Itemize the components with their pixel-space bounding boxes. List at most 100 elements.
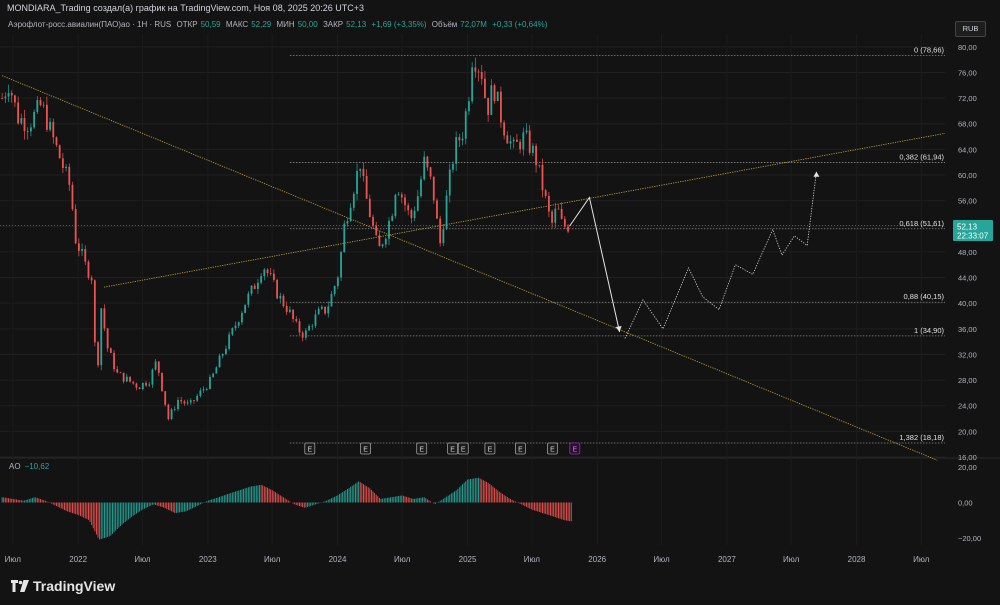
candle-body (445, 195, 448, 230)
earnings-marker-label: E (550, 447, 555, 454)
candle-body (81, 249, 83, 251)
candle-body (132, 381, 135, 384)
candle-body (314, 314, 317, 326)
candle-body (416, 196, 419, 211)
candle-body (381, 244, 384, 247)
candle-body (145, 382, 147, 386)
candle-body (413, 210, 416, 219)
candle-body (340, 252, 342, 278)
price-tick-label: 32,00 (958, 350, 977, 359)
earnings-marker-label: E (419, 447, 424, 454)
candle-body (420, 179, 422, 197)
candle-body (218, 355, 221, 368)
currency-button[interactable]: RUB (955, 21, 986, 37)
candle-body (327, 306, 330, 314)
symbol-name[interactable]: Аэрофлот-росс.авиалин(ПАО)ао · 1Н · RUS (8, 20, 172, 29)
candle-body (148, 384, 151, 386)
candle-body (410, 210, 413, 219)
candle-body (292, 309, 294, 319)
price-tag: 52,13 22:33:07 (953, 220, 993, 241)
candle-body (531, 145, 534, 153)
candle-body (193, 400, 195, 402)
time-tick-label: 2025 (459, 555, 477, 564)
candle-body (58, 145, 61, 159)
candle-body (7, 92, 10, 97)
candle-body (464, 111, 467, 139)
price-axis[interactable]: 16,00 20,00 24,00 28,00 32,00 36,00 40,00 44,00… (958, 43, 977, 462)
candle-body (1, 98, 4, 99)
candle-body (356, 170, 358, 194)
price-tick-label: 40,00 (958, 299, 977, 308)
ao-tick-label: 20,00 (958, 463, 977, 472)
candle-body (455, 137, 458, 164)
candle-body (365, 175, 368, 199)
price-tick-label: 68,00 (958, 120, 977, 129)
candle-body (244, 304, 247, 313)
candle-body (135, 383, 138, 388)
candle-body (490, 85, 493, 115)
candle-body (68, 166, 71, 185)
candle-body (49, 121, 51, 130)
earnings-marker (447, 442, 459, 455)
grid (0, 34, 945, 545)
candle-body (263, 269, 266, 277)
candle-body (61, 158, 64, 169)
candle-body (122, 372, 125, 382)
candle-body (14, 95, 16, 103)
tradingview-logo[interactable]: TradingView (11, 578, 115, 594)
fib-level-label: 0,618 (51,61) (899, 219, 944, 228)
candle-body (17, 102, 20, 124)
candle-body (567, 226, 569, 232)
candle-body (231, 328, 234, 335)
candle-body (471, 67, 474, 102)
candle-body (311, 325, 314, 327)
candle-body (212, 373, 215, 377)
ao-tick-label: −20,00 (958, 534, 981, 543)
change-value: +1,69 (+3,35%) (371, 20, 427, 29)
candle-body (276, 279, 279, 299)
price-tick-label: 16,00 (958, 453, 977, 462)
candle-body (269, 273, 272, 274)
candle-body (77, 243, 80, 251)
trendline (1, 75, 938, 461)
candle-body (551, 211, 553, 223)
candle-body (87, 261, 90, 278)
candle-body (26, 131, 29, 132)
earnings-marker-label: E (518, 447, 523, 454)
candle-body (407, 205, 410, 211)
time-tick-label: Июл (524, 555, 541, 564)
candle-body (448, 169, 451, 196)
candle-body (138, 387, 141, 390)
candle-body (164, 391, 167, 405)
candle-body (257, 282, 259, 290)
candle-body (253, 285, 256, 290)
candle-body (109, 348, 112, 353)
candle-body (330, 293, 333, 307)
time-axis[interactable]: Июл 2022 Июл 2023 Июл 2024 Июл 2025 Июл 2026 Июл 20… (5, 555, 930, 564)
candle-body (295, 318, 298, 322)
low-value: 50,00 (297, 20, 318, 29)
candle-body (560, 208, 563, 219)
candle-body (97, 342, 99, 366)
candle-body (36, 100, 39, 112)
candle-body (282, 295, 285, 307)
candle-body (544, 190, 547, 196)
price-tick-label: 76,00 (958, 68, 977, 77)
candle-body (359, 168, 362, 171)
candle-body (84, 249, 87, 262)
price-tick-label: 20,00 (958, 427, 977, 436)
open-value: 50,59 (200, 20, 221, 29)
price-tick-label: 64,00 (958, 145, 977, 154)
candle-body (113, 352, 115, 370)
earnings-marker-label: E (363, 447, 368, 454)
candle-body (141, 382, 144, 390)
earnings-marker (457, 442, 469, 455)
candle-body (503, 122, 506, 136)
trendline (104, 132, 946, 288)
candle-body (103, 308, 106, 329)
candle-body (234, 325, 237, 329)
candle-body (317, 308, 320, 315)
candle-body (320, 306, 323, 309)
candle-body (10, 92, 13, 96)
